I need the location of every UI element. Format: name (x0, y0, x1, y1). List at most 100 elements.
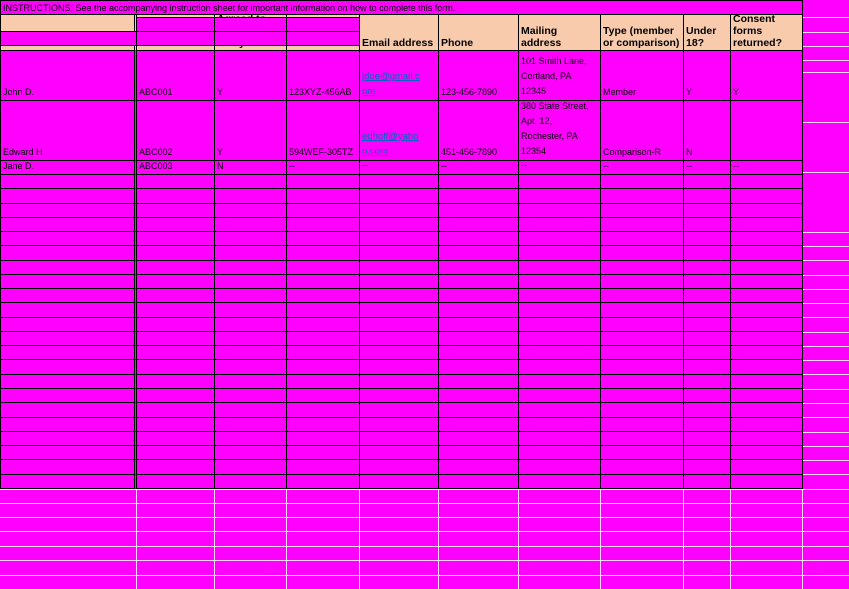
program-input-cell[interactable] (214, 31, 287, 46)
empty-cell[interactable] (360, 431, 439, 447)
empty-cell[interactable] (360, 346, 439, 361)
empty-cell[interactable] (601, 303, 684, 318)
empty-cell[interactable] (215, 403, 287, 418)
empty-cell[interactable] (215, 374, 287, 389)
empty-cell[interactable] (215, 189, 287, 204)
empty-cell[interactable] (684, 446, 731, 461)
empty-cell[interactable] (360, 217, 439, 233)
empty-cell[interactable] (1, 189, 137, 204)
cell-under-18[interactable]: -- (684, 161, 731, 175)
empty-cell[interactable] (215, 460, 287, 475)
program-input-cell[interactable] (136, 17, 215, 32)
empty-cell[interactable] (731, 446, 803, 461)
empty-cell[interactable] (601, 246, 684, 261)
cell-gift-card-id[interactable]: 594WEF-305TZ (287, 101, 360, 161)
empty-cell[interactable] (684, 289, 731, 304)
empty-cell[interactable] (360, 232, 439, 247)
empty-cell[interactable] (215, 274, 287, 290)
empty-cell[interactable] (731, 189, 803, 204)
empty-cell[interactable] (684, 189, 731, 204)
empty-cell[interactable] (215, 331, 287, 347)
empty-cell[interactable] (519, 289, 601, 304)
empty-cell[interactable] (1, 446, 137, 461)
empty-cell[interactable] (439, 346, 519, 361)
empty-cell[interactable] (601, 431, 684, 447)
empty-cell[interactable] (519, 303, 601, 318)
cell-phone[interactable]: -- (439, 161, 519, 175)
empty-cell[interactable] (360, 260, 439, 275)
empty-cell[interactable] (684, 417, 731, 432)
empty-cell[interactable] (137, 217, 215, 233)
empty-cell[interactable] (287, 374, 360, 389)
empty-cell[interactable] (1, 360, 137, 375)
empty-cell[interactable] (684, 331, 731, 347)
program-input-cell[interactable] (286, 31, 360, 46)
empty-cell[interactable] (601, 232, 684, 247)
program-input-cell[interactable] (214, 17, 287, 32)
empty-cell[interactable] (137, 460, 215, 475)
empty-cell[interactable] (731, 260, 803, 275)
empty-cell[interactable] (287, 388, 360, 404)
cell-mailing-address[interactable]: -- (519, 161, 601, 175)
empty-cell[interactable] (519, 388, 601, 404)
empty-cell[interactable] (137, 274, 215, 290)
empty-cell[interactable] (137, 374, 215, 389)
empty-cell[interactable] (684, 431, 731, 447)
empty-cell[interactable] (601, 446, 684, 461)
empty-cell[interactable] (360, 374, 439, 389)
cell-type[interactable]: Member (601, 51, 684, 101)
empty-cell[interactable] (601, 474, 684, 489)
empty-cell[interactable] (1, 303, 137, 318)
empty-cell[interactable] (684, 246, 731, 261)
empty-cell[interactable] (601, 331, 684, 347)
empty-cell[interactable] (519, 260, 601, 275)
empty-cell[interactable] (601, 317, 684, 332)
empty-cell[interactable] (439, 446, 519, 461)
empty-cell[interactable] (601, 175, 684, 190)
empty-cell[interactable] (519, 175, 601, 190)
empty-cell[interactable] (1, 246, 137, 261)
empty-cell[interactable] (731, 274, 803, 290)
empty-cell[interactable] (215, 317, 287, 332)
empty-cell[interactable] (601, 274, 684, 290)
empty-cell[interactable] (287, 260, 360, 275)
empty-cell[interactable] (439, 417, 519, 432)
empty-cell[interactable] (215, 175, 287, 190)
empty-cell[interactable] (360, 289, 439, 304)
empty-cell[interactable] (731, 417, 803, 432)
empty-cell[interactable] (360, 474, 439, 489)
empty-cell[interactable] (287, 232, 360, 247)
empty-cell[interactable] (1, 217, 137, 233)
program-input-cell[interactable] (286, 17, 360, 32)
empty-cell[interactable] (137, 474, 215, 489)
empty-cell[interactable] (601, 374, 684, 389)
empty-cell[interactable] (601, 417, 684, 432)
empty-cell[interactable] (215, 446, 287, 461)
empty-cell[interactable] (519, 403, 601, 418)
empty-cell[interactable] (137, 303, 215, 318)
empty-cell[interactable] (684, 374, 731, 389)
empty-cell[interactable] (287, 203, 360, 218)
empty-cell[interactable] (601, 346, 684, 361)
cell-email[interactable]: -- (360, 161, 439, 175)
empty-cell[interactable] (439, 274, 519, 290)
empty-cell[interactable] (287, 417, 360, 432)
empty-cell[interactable] (731, 460, 803, 475)
empty-cell[interactable] (215, 246, 287, 261)
empty-cell[interactable] (360, 388, 439, 404)
empty-cell[interactable] (287, 446, 360, 461)
empty-cell[interactable] (439, 331, 519, 347)
empty-cell[interactable] (287, 460, 360, 475)
empty-cell[interactable] (439, 403, 519, 418)
empty-cell[interactable] (215, 289, 287, 304)
empty-cell[interactable] (1, 431, 137, 447)
empty-cell[interactable] (360, 274, 439, 290)
empty-cell[interactable] (137, 417, 215, 432)
empty-cell[interactable] (137, 203, 215, 218)
empty-cell[interactable] (439, 374, 519, 389)
empty-cell[interactable] (519, 217, 601, 233)
empty-cell[interactable] (519, 431, 601, 447)
empty-cell[interactable] (439, 317, 519, 332)
empty-cell[interactable] (684, 232, 731, 247)
cell-agreed[interactable]: Y (215, 51, 287, 101)
